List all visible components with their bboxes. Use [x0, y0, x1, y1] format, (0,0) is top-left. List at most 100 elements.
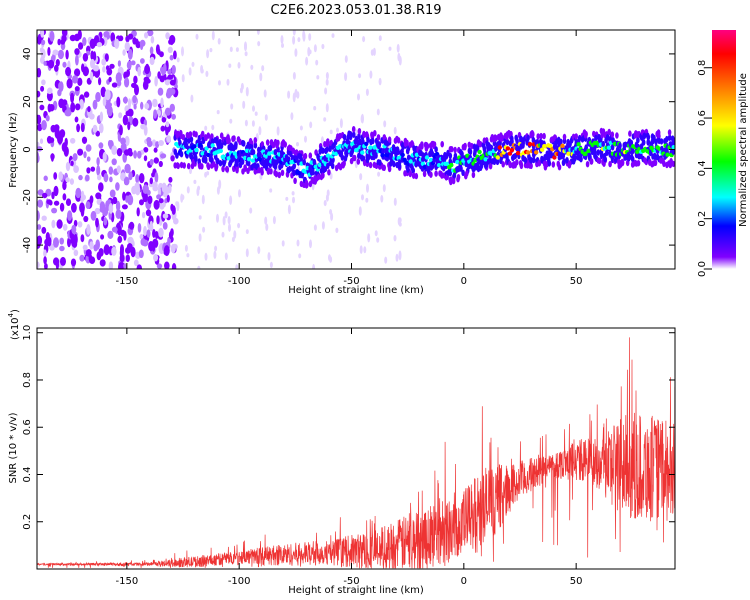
ridge-peak [548, 143, 553, 149]
ridge-cell [422, 170, 427, 178]
ridge-peak [505, 146, 511, 151]
noise-cell [124, 41, 130, 52]
ridge-cell [254, 163, 259, 170]
ridge-cell [203, 134, 208, 141]
ridge-cell [183, 141, 188, 149]
noise-cell [124, 135, 130, 147]
noise-cell [235, 264, 239, 269]
noise-cell [150, 35, 155, 44]
ridge-cell [218, 138, 222, 146]
noise-cell [140, 42, 144, 50]
noise-cell [55, 59, 60, 67]
noise-cell [251, 120, 255, 127]
noise-cell [171, 64, 176, 75]
ridge-peak [445, 161, 450, 166]
noise-cell [296, 239, 300, 247]
noise-cell [51, 219, 56, 229]
noise-cell [99, 259, 106, 267]
noise-cell [330, 212, 334, 221]
noise-cell [163, 63, 167, 74]
noise-cell [160, 153, 167, 159]
noise-cell [59, 237, 64, 245]
ridge-cell [353, 138, 358, 145]
ridge-cell [257, 167, 261, 174]
noise-cell [365, 88, 369, 97]
ridge-peak [576, 142, 581, 147]
noise-cell [118, 112, 123, 119]
noise-cell [169, 54, 174, 61]
noise-cell [57, 49, 64, 60]
ridge-cell [488, 163, 493, 170]
noise-cell [323, 117, 327, 122]
noise-cell [164, 79, 171, 86]
noise-cell [393, 126, 397, 135]
noise-cell [140, 238, 146, 246]
ridge-cell [585, 161, 590, 168]
noise-cell [82, 37, 87, 46]
ridge-cell [385, 147, 390, 154]
noise-cell [53, 172, 58, 180]
noise-cell [144, 102, 150, 110]
noise-cell [357, 93, 360, 101]
noise-cell [89, 256, 96, 265]
ridge-cell [500, 134, 505, 142]
ridge-cell [319, 146, 323, 153]
noise-cell [228, 223, 231, 232]
ridge-cell [258, 151, 262, 158]
noise-cell [89, 38, 96, 49]
ridge-cell [646, 138, 651, 146]
ridge-peak [671, 145, 675, 150]
noise-cell [147, 30, 154, 37]
noise-cell [200, 64, 204, 74]
noise-cell [217, 38, 221, 45]
noise-cell [329, 256, 333, 263]
noise-cell [145, 78, 151, 84]
noise-cell [109, 176, 113, 183]
ridge-cell [339, 150, 344, 157]
ridge-cell [414, 172, 419, 180]
noise-cell [125, 254, 130, 262]
ridge-cell [418, 148, 422, 156]
noise-cell [116, 165, 121, 174]
noise-cell [354, 129, 358, 138]
noise-cell [193, 179, 197, 184]
ridge-cell [273, 149, 278, 156]
noise-cell [235, 47, 239, 52]
noise-cell [37, 189, 44, 196]
ridge-cell [543, 161, 548, 168]
noise-cell [280, 35, 284, 44]
noise-cell [309, 239, 312, 249]
ridge-cell [212, 161, 216, 168]
noise-cell [127, 121, 131, 131]
noise-cell [292, 30, 296, 36]
noise-cell [75, 187, 82, 199]
ridge-cell [243, 165, 247, 172]
noise-cell [308, 33, 312, 41]
noise-cell [106, 105, 113, 117]
ridge-cell [610, 131, 615, 138]
colorbar-label: Normalized spectral amplitude [738, 73, 749, 227]
noise-cell [171, 263, 177, 269]
spectrogram-x-axis-label: Height of straight line (km) [288, 285, 424, 296]
ridge-cell [376, 134, 381, 141]
noise-cell [37, 235, 43, 246]
ridge-cell [290, 165, 295, 172]
noise-cell [249, 207, 253, 214]
noise-cell [258, 126, 262, 136]
ridge-cell [521, 139, 525, 147]
noise-cell [170, 203, 174, 212]
noise-cell [287, 90, 291, 99]
noise-cell [267, 251, 271, 261]
noise-cell [263, 89, 267, 98]
noise-cell [308, 49, 312, 55]
noise-cell [79, 202, 85, 213]
noise-cell [111, 82, 118, 88]
noise-cell [226, 78, 230, 86]
noise-cell [170, 155, 175, 162]
noise-cell [40, 85, 45, 92]
noise-cell [106, 102, 112, 108]
ridge-cell [508, 160, 512, 168]
ridge-cell [607, 128, 611, 136]
noise-cell [100, 234, 105, 240]
noise-cell [111, 246, 117, 256]
